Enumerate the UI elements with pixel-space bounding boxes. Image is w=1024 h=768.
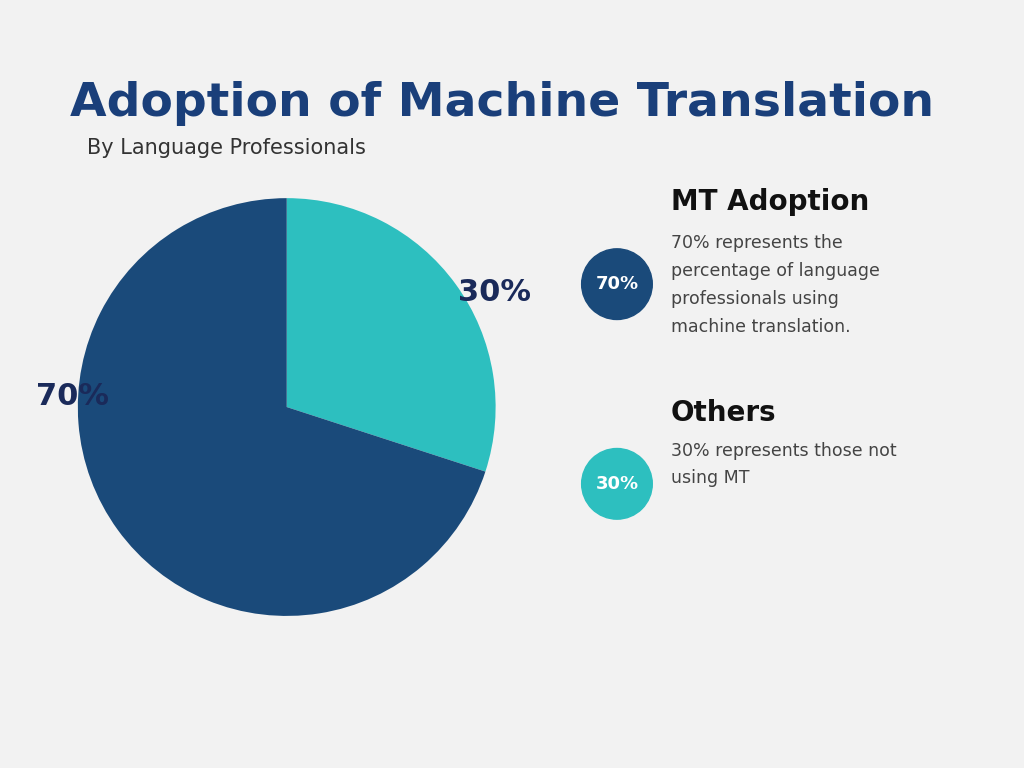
Text: 30% represents those not
using MT: 30% represents those not using MT [671,442,896,488]
Text: Adoption of Machine Translation: Adoption of Machine Translation [70,81,934,126]
Text: 70% represents the
percentage of language
professionals using
machine translatio: 70% represents the percentage of languag… [671,234,880,336]
Text: 70%: 70% [595,275,639,293]
Text: 30%: 30% [458,278,531,306]
Wedge shape [78,198,485,616]
Wedge shape [287,198,496,472]
Circle shape [582,249,652,319]
Text: 70%: 70% [36,382,110,411]
Text: By Language Professionals: By Language Professionals [87,138,366,158]
Text: 30%: 30% [595,475,639,493]
Text: MT Adoption: MT Adoption [671,188,869,216]
Text: Others: Others [671,399,776,427]
Circle shape [582,449,652,519]
